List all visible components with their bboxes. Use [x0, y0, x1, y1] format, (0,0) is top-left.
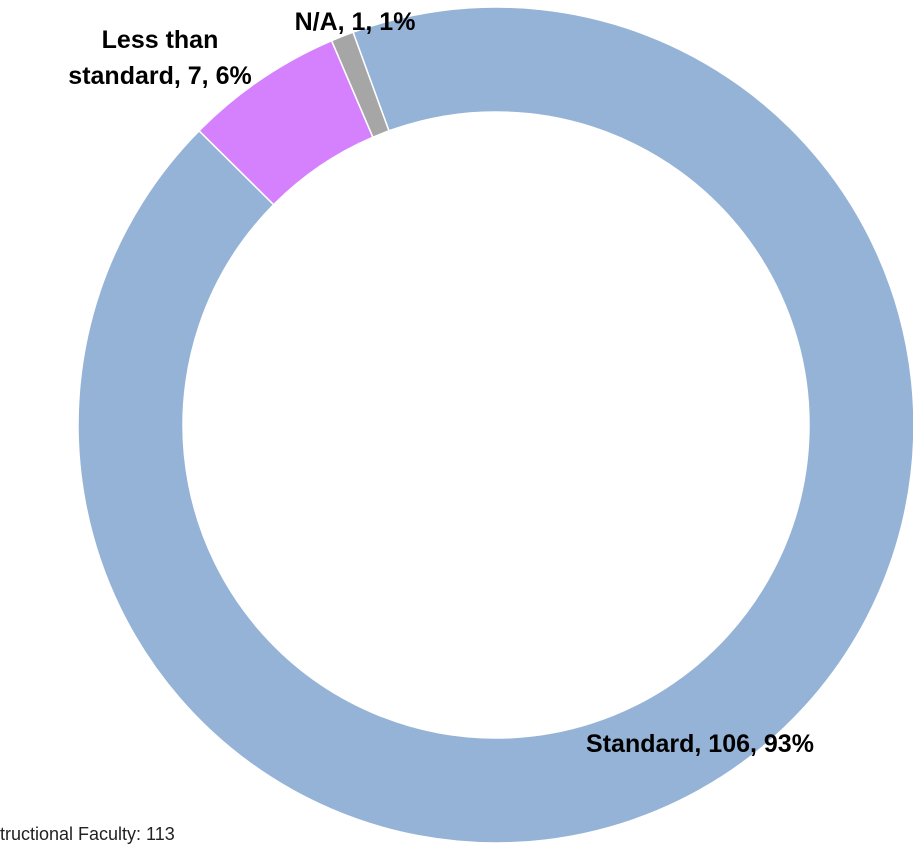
- data-label: Standard, 106, 93%: [586, 730, 814, 758]
- donut-slice: [77, 6, 913, 844]
- data-label: N/A, 1, 1%: [294, 8, 416, 36]
- data-label: Less than standard, 7, 6%: [68, 26, 252, 90]
- footnote: tructional Faculty: 113: [0, 824, 175, 844]
- donut-slice: [330, 31, 390, 139]
